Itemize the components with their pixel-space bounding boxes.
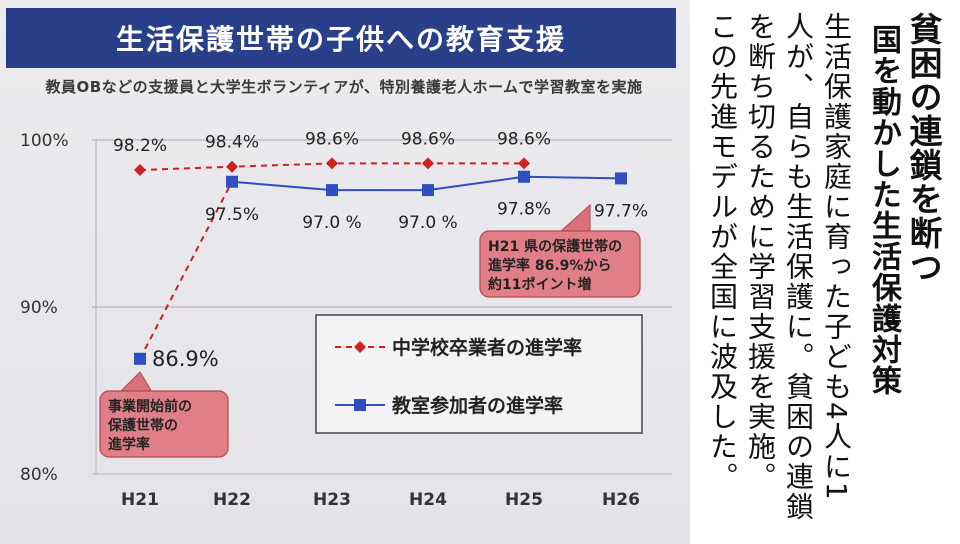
data-label: 98.6% [305,129,359,149]
data-point [226,160,238,173]
annotation-increase-tail [558,203,591,233]
legend-label: 教室参加者の進学率 [392,394,563,417]
x-tick-label: H21 [121,490,159,510]
data-label: 98.2% [113,136,167,156]
legend-box [315,314,643,434]
data-point [518,157,530,170]
annotation-increase-text: 約11ポイント増 [488,276,591,293]
annotation-increase-text: 進学率 86.9%から [488,257,611,274]
body-line-2: 人が、自らも生活保護に。貧困の連鎖 [782,12,815,522]
data-label: 97.0 % [302,213,361,233]
y-tick-label: 90% [20,298,58,318]
data-label: 97.5% [205,205,259,225]
article-text-panel: 貧困の連鎖を断つ 国を動かした生活保護対策 生活保護家庭に育った子ども4人に1 … [690,0,960,544]
annotation-baseline-text: 事業開始前の [108,398,192,415]
annotation-baseline-tail [118,371,153,393]
data-point [134,164,146,177]
legend-marker [354,399,366,411]
data-point [422,157,434,170]
data-label: 98.4% [205,133,259,153]
body-line-1: 生活保護家庭に育った子ども4人に1 [820,12,853,502]
x-tick-label: H23 [313,490,351,510]
annotation-baseline [99,390,229,458]
data-point [134,352,146,365]
data-label: 86.9% [152,347,219,371]
x-tick-label: H24 [409,490,447,510]
annotation-increase [479,230,641,298]
annotation-increase-text: H21 県の保護世帯の [488,238,622,255]
data-point [615,172,627,185]
data-label: 97.8% [497,200,551,220]
annotation-baseline-text: 進学率 [108,436,150,453]
annotation-baseline-text: 保護世帯の [107,417,178,434]
data-label: 98.6% [497,129,551,149]
line-chart: 100% 90% 80% H21 H22 H23 H24 H25 H26 98.2% 98.4% 98… [20,129,672,510]
body-line-3: を断ち切るために学習支援を実施。 [744,12,777,492]
data-point [518,170,530,183]
legend-label: 中学校卒業者の進学率 [392,336,582,359]
data-label: 97.0 % [398,213,457,233]
data-label: 97.7% [594,201,648,221]
headline-main: 貧困の連鎖を断つ [904,12,943,284]
y-tick-label: 100% [20,131,69,151]
data-label: 98.6% [401,129,455,149]
y-tick-label: 80% [20,465,58,485]
data-point [326,157,338,170]
data-point [326,184,338,197]
x-tick-label: H25 [505,490,543,510]
chart-subtitle: 教員OBなどの支援員と大学生ボランティアが、特別養護老人ホームで学習教室を実施 [45,78,643,96]
chart-panel: 生活保護世帯の子供への教育支援 教員OBなどの支援員と大学生ボランティアが、特別… [0,0,690,544]
connector-line [139,181,233,360]
x-tick-label: H22 [213,490,251,510]
headline-sub: 国を動かした生活保護対策 [866,24,901,396]
data-point [226,175,238,188]
body-line-4: この先進モデルが全国に波及した。 [706,12,739,492]
chart-title: 生活保護世帯の子供への教育支援 [6,8,676,68]
legend-marker [354,341,366,353]
data-point [422,184,434,197]
x-tick-label: H26 [602,490,640,510]
